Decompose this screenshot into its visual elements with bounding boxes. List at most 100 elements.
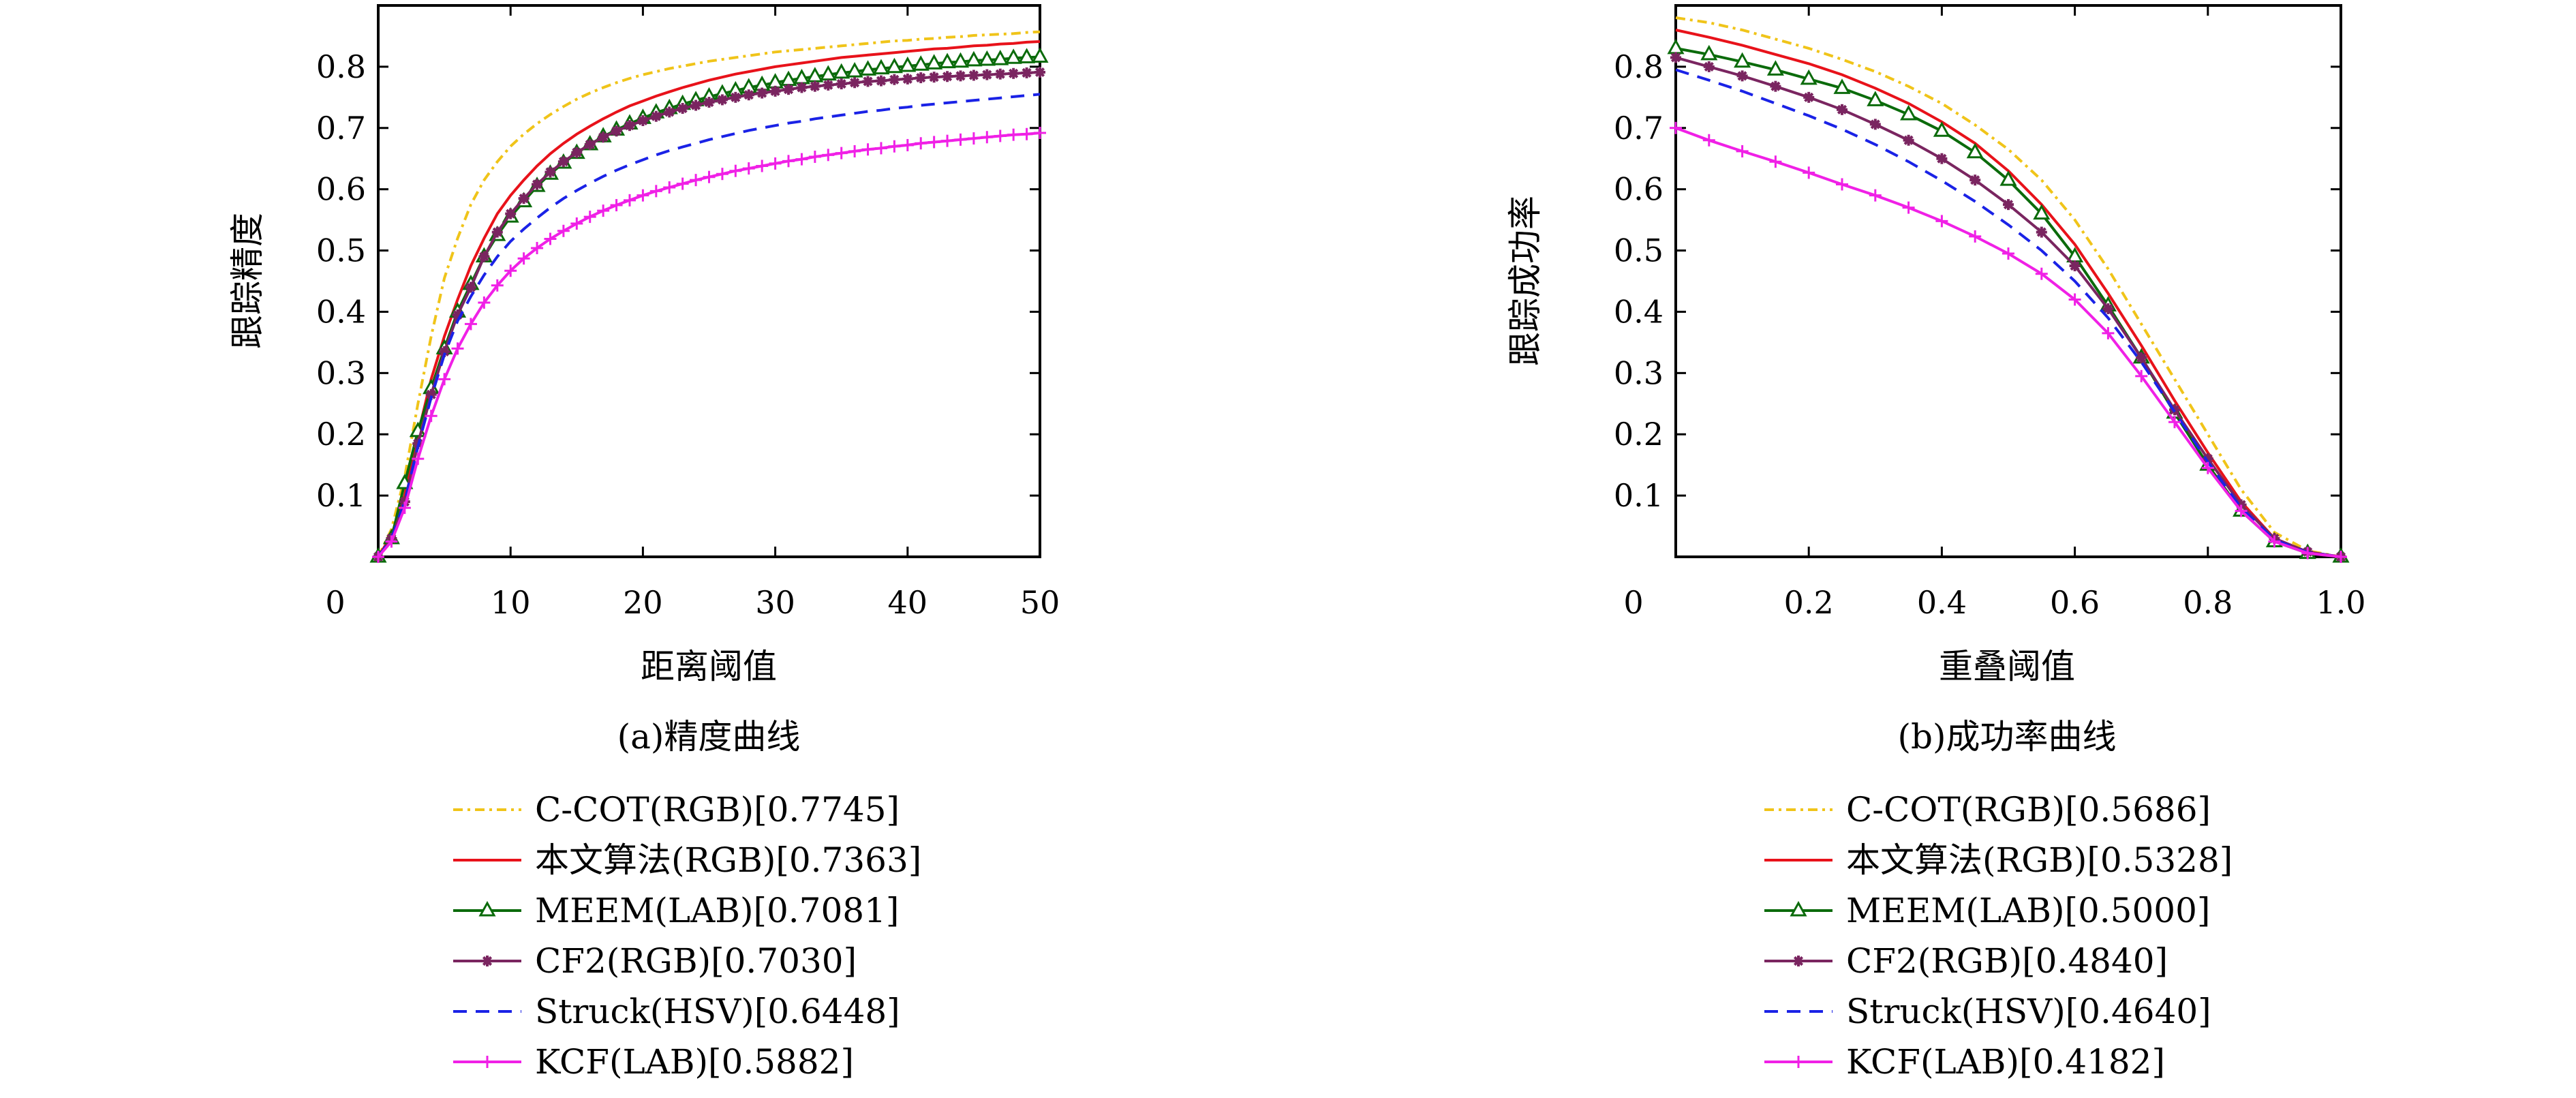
- data-point-cf2: [2036, 226, 2047, 238]
- legend-b: C-COT(RGB)[0.5686] 本文算法(RGB)[0.5328] MEEM(…: [1764, 790, 2233, 1082]
- data-point-meem: [992, 50, 1009, 65]
- data-point-kcf: [2268, 535, 2281, 548]
- data-point-kcf: [756, 159, 769, 172]
- data-point-kcf: [1702, 134, 1715, 147]
- data-point-cf2: [1770, 80, 1781, 92]
- legend-label: KCF(LAB)[0.4182]: [1846, 1042, 2165, 1082]
- data-point-meem: [1031, 47, 1049, 63]
- legend-label: C-COT(RGB)[0.7745]: [535, 790, 900, 829]
- data-point-kcf: [1902, 201, 1915, 214]
- legend-item-ccot: C-COT(RGB)[0.7745]: [453, 790, 900, 829]
- series-meem: [369, 47, 1049, 563]
- data-point-cf2: [611, 125, 622, 137]
- legend-marker: [481, 1056, 493, 1068]
- data-point-kcf: [2168, 416, 2181, 429]
- data-point-kcf: [385, 535, 398, 548]
- data-point-kcf: [504, 264, 517, 277]
- data-point-meem: [833, 63, 850, 79]
- data-point-meem: [938, 52, 956, 69]
- data-point-kcf: [663, 181, 676, 194]
- data-point-cf2: [783, 84, 795, 95]
- data-point-meem: [925, 54, 943, 70]
- data-point-cf2: [716, 94, 728, 106]
- data-point-kcf: [888, 140, 901, 153]
- data-point-kcf: [1803, 166, 1815, 179]
- series-line-cf2: [1675, 56, 2342, 558]
- data-point-cf2: [1969, 174, 1981, 186]
- series-line-meem: [1675, 46, 2342, 558]
- data-point-kcf: [822, 149, 835, 162]
- data-point-kcf: [2068, 293, 2081, 306]
- data-point-cf2: [624, 120, 635, 132]
- data-point-kcf: [1736, 144, 1749, 157]
- x-tick-label: 40: [888, 584, 928, 621]
- data-point-cf2: [730, 91, 741, 103]
- y-tick-label: 0.3: [316, 354, 366, 391]
- data-point-kcf: [941, 134, 954, 147]
- data-point-cf2: [968, 70, 979, 81]
- data-point-kcf: [372, 551, 384, 563]
- data-point-cf2: [823, 79, 834, 91]
- data-point-cf2: [1869, 119, 1881, 130]
- data-point-kcf: [451, 342, 464, 355]
- data-point-cf2: [557, 156, 569, 168]
- legend-label: CF2(RGB)[0.7030]: [535, 941, 857, 981]
- data-point-cf2: [2069, 260, 2081, 272]
- series-ccot: [1675, 16, 2342, 558]
- series-line-ours: [377, 40, 1041, 558]
- data-point-kcf: [2035, 267, 2048, 280]
- data-point-meem: [951, 52, 970, 68]
- data-point-cf2: [756, 87, 768, 99]
- series-line-struck: [1675, 68, 2342, 558]
- data-point-cf2: [2136, 352, 2147, 363]
- data-point-cf2: [2003, 199, 2014, 211]
- y-tick-label: 0.5: [316, 232, 366, 269]
- data-point-cf2: [1021, 67, 1032, 78]
- data-point-meem: [978, 50, 996, 66]
- data-point-cf2: [465, 281, 476, 293]
- data-point-kcf: [412, 453, 425, 466]
- data-point-cf2: [1034, 66, 1045, 78]
- legend-label: C-COT(RGB)[0.5686]: [1846, 790, 2211, 829]
- data-point-kcf: [570, 217, 583, 230]
- legend-marker: [1790, 900, 1807, 917]
- legend-a: C-COT(RGB)[0.7745] 本文算法(RGB)[0.7363] MEEM(…: [453, 790, 921, 1082]
- data-point-cf2: [981, 69, 993, 80]
- data-point-meem: [912, 55, 930, 71]
- data-point-kcf: [425, 410, 438, 423]
- data-point-meem: [1734, 52, 1751, 68]
- data-point-cf2: [769, 85, 781, 97]
- data-point-cf2: [532, 179, 543, 190]
- y-tick-label: 0.8: [316, 48, 366, 85]
- data-point-kcf: [1769, 155, 1782, 168]
- series-ours: [1675, 29, 2342, 558]
- legend-item-ours: 本文算法(RGB)[0.5328]: [1764, 840, 2233, 880]
- data-point-meem: [1999, 170, 2017, 186]
- axes-b: 0.1 0.2 0.3 0.4 0.5 0.6 0.7 0.8 0.2 0.4 0.6 0.8 1.0: [1614, 5, 2366, 621]
- data-point-meem: [872, 59, 890, 75]
- data-point-kcf: [2235, 504, 2248, 517]
- legend-item-ccot: C-COT(RGB)[0.5686]: [1764, 790, 2211, 829]
- y-tick-label: 0.7: [316, 110, 366, 147]
- series-line-ccot: [1675, 16, 2342, 558]
- data-point-kcf: [438, 373, 451, 386]
- data-point-kcf: [808, 151, 821, 164]
- data-point-kcf: [874, 142, 887, 155]
- x-tick-label: 0.6: [2050, 584, 2100, 621]
- data-point-cf2: [862, 76, 874, 87]
- data-point-cf2: [1936, 153, 1948, 164]
- data-point-kcf: [703, 170, 716, 183]
- legend-marker: [478, 900, 496, 917]
- caption-b: (b)成功率曲线: [1897, 717, 2116, 757]
- x-axis-label-a: 距离阈值: [641, 647, 777, 686]
- data-point-kcf: [649, 185, 662, 198]
- data-point-kcf: [398, 502, 411, 515]
- legend-marker: [1793, 956, 1804, 966]
- data-point-kcf: [927, 136, 940, 149]
- data-point-cf2: [902, 73, 913, 85]
- data-point-meem: [1966, 142, 1984, 159]
- data-point-cf2: [571, 147, 583, 158]
- series-meem: [1667, 38, 2350, 563]
- data-point-cf2: [478, 251, 490, 262]
